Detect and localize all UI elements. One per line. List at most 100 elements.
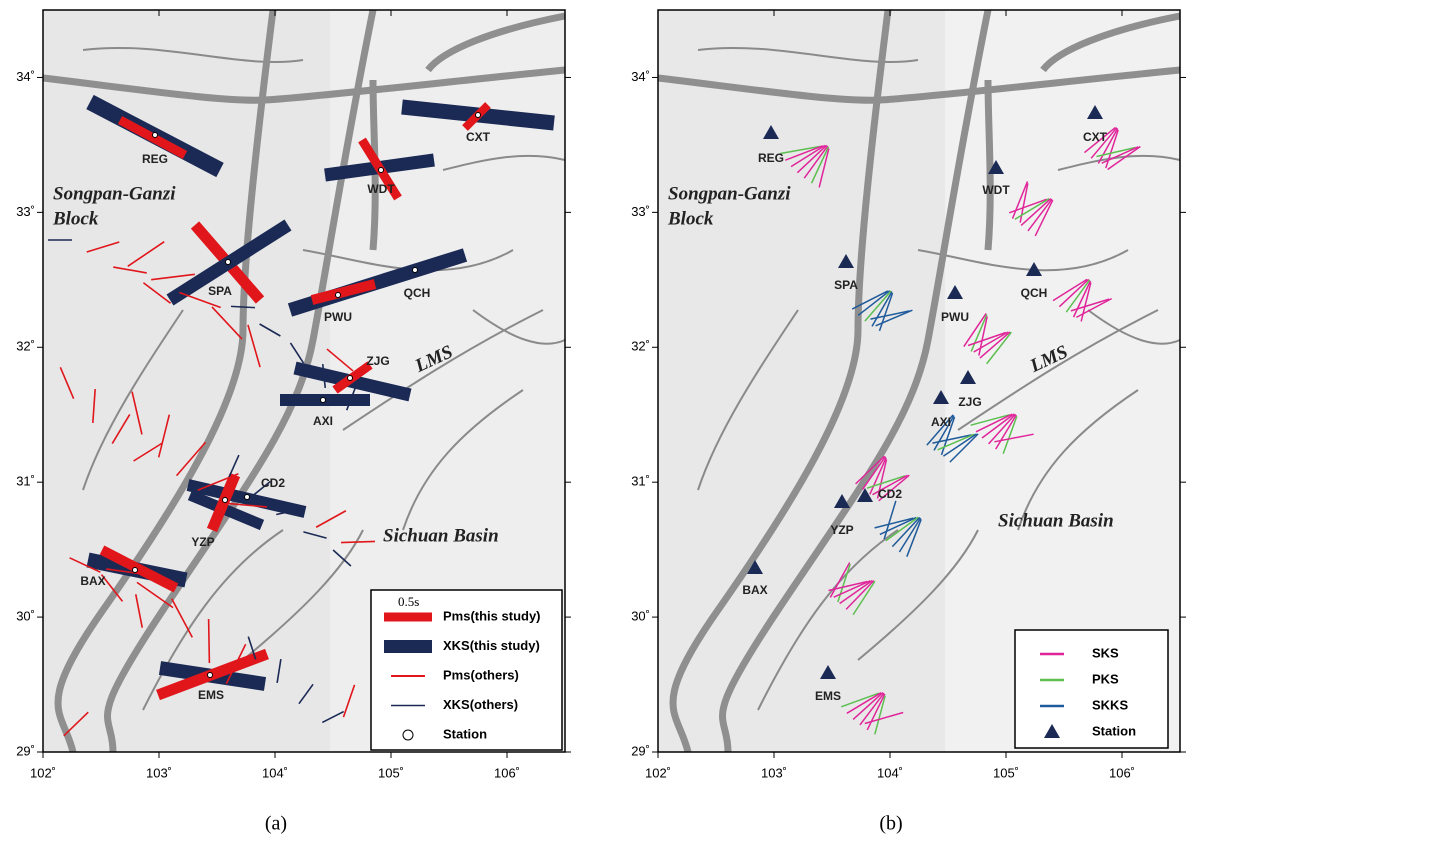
fault [697,46,919,64]
lat-label: 31˚ [631,474,650,489]
splitting-measure [933,415,955,451]
panel-caption: (b) [879,813,902,835]
station-label: BAX [80,574,105,588]
station-marker [838,254,854,268]
legend-label: PKS [1092,671,1119,686]
lat-label: 29˚ [16,743,35,758]
splitting-measure [855,455,885,485]
splitting-measure [1027,198,1053,232]
fault [1017,389,1139,531]
lat-label: 33˚ [631,204,650,219]
splitting-others [170,598,194,638]
splitting-measure [780,145,820,155]
lat-label: 33˚ [16,204,35,219]
map-frame [657,9,1181,753]
splitting-measure [988,413,1016,445]
splitting-measure [970,314,988,352]
splitting-measure [1096,146,1136,158]
splitting-measure [872,474,908,496]
splitting-measure [878,474,910,502]
station-label: PWU [324,310,352,324]
lat-label: 34˚ [631,69,650,84]
splitting-others [251,480,271,498]
station-marker [857,488,873,502]
lon-label: 104˚ [262,765,288,780]
main-fault [719,9,992,753]
region-label: Songpan-Ganzi [668,183,791,204]
splitting-others [342,684,356,718]
splitting-measure [898,517,922,553]
lon-label: 103˚ [146,765,172,780]
region-label: Block [667,208,714,229]
lat-label: 30˚ [631,609,650,624]
splitting-measure [885,516,919,542]
splitting-measure [861,456,887,490]
fault [697,309,799,491]
splitting-measure [994,433,1034,443]
splitting-others [298,683,314,705]
splitting-others [247,636,257,660]
station-marker [222,497,228,503]
splitting-measure [1083,126,1117,154]
station-label: WDT [982,183,1010,197]
station-label: CD2 [878,487,902,501]
main-fault [42,66,566,104]
station-label: AXI [931,415,951,429]
lon-label: 103˚ [761,765,787,780]
splitting-measure [970,414,1010,426]
splitting-measure [879,516,917,536]
legend-label: Station [443,726,487,741]
station-marker [763,125,779,139]
splitting-others [63,711,89,737]
splitting-measure [973,331,1009,353]
fault [472,309,566,345]
splitting-others [100,574,124,602]
splitting-measure [1052,278,1088,302]
main-fault [104,9,377,753]
splitting-measure [926,414,954,446]
splitting-measure [1101,146,1139,164]
station-marker [412,267,418,273]
splitting-others [179,291,221,309]
station-label: EMS [198,688,224,702]
splitting-measure [859,692,885,726]
splitting-measure [870,310,910,320]
splitting-measure [932,434,972,444]
region-label: Block [52,208,99,229]
station-marker [244,494,250,500]
splitting-measure [866,693,886,731]
main-fault [984,79,994,251]
splitting-measure [975,413,1013,433]
station-marker [834,494,850,508]
splitting-measure [818,148,830,188]
fault [82,309,184,491]
splitting-others [211,306,243,340]
station-marker [933,390,949,404]
splitting-others [230,305,256,309]
legend-label: XKS(this study) [443,638,540,653]
splitting-others [326,348,354,372]
splitting-others [289,342,305,364]
station-marker [152,132,158,138]
fault [857,529,979,661]
legend-label: Station [1092,723,1136,738]
lat-label: 32˚ [16,339,35,354]
splitting-measure [963,312,987,348]
legend-label: Pms(others) [443,667,519,682]
lat-label: 34˚ [16,69,35,84]
lon-label: 105˚ [378,765,404,780]
splitting-measure [1008,198,1048,214]
station-marker [988,160,1004,174]
splitting-measure [1058,278,1090,308]
splitting-others [247,324,261,368]
splitting-bar [99,545,179,593]
splitting-others [133,442,163,462]
splitting-measure [937,433,975,451]
splitting-others [321,710,345,724]
region-label: Songpan-Ganzi [53,183,176,204]
splitting-others [157,414,171,458]
splitting-others [136,581,174,609]
splitting-measure [810,146,830,184]
station-marker [225,259,231,265]
